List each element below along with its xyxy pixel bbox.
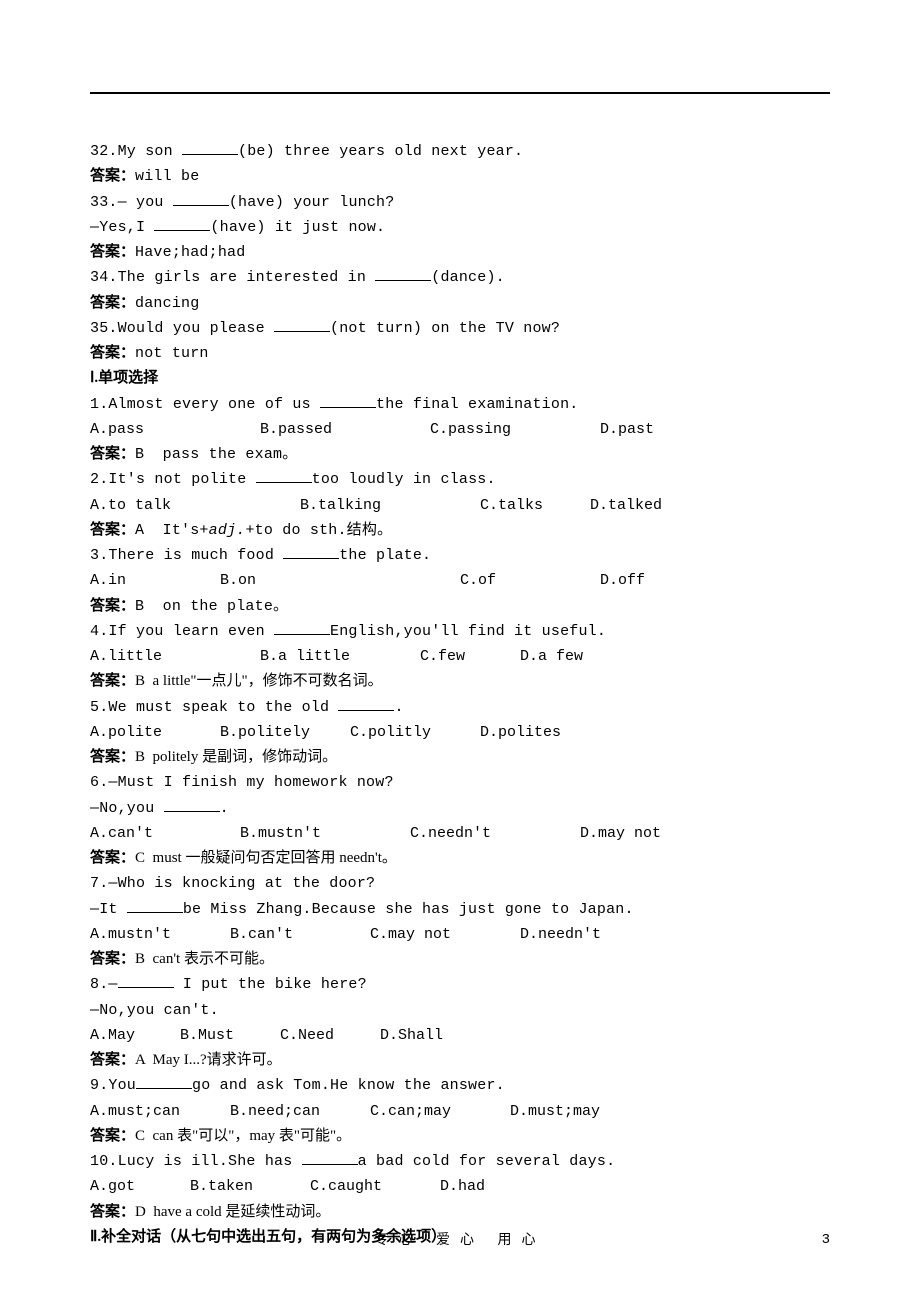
mc1-q: 1.Almost every one of us the final exami… bbox=[90, 393, 830, 416]
mc10-q: 10.Lucy is ill.She has a bad cold for se… bbox=[90, 1150, 830, 1173]
mc6-answer: 答案：C must 一般疑问句否定回答用 needn't。 bbox=[90, 847, 830, 870]
mc8-q2: —No,you can't. bbox=[90, 999, 830, 1022]
mc10-options: A.got B.taken C.caught D.had bbox=[90, 1175, 830, 1198]
q34-answer: 答案：dancing bbox=[90, 292, 830, 315]
mc3-options: A.in B.on C.of D.off bbox=[90, 569, 830, 592]
mc6-options: A.can't B.mustn't C.needn't D.may not bbox=[90, 822, 830, 845]
page-number: 3 bbox=[822, 1230, 830, 1252]
q34-text: 34.The girls are interested in (dance). bbox=[90, 266, 830, 289]
mc9-answer: 答案：C can 表"可以"，may 表"可能"。 bbox=[90, 1125, 830, 1148]
mc7-q2: —It be Miss Zhang.Because she has just g… bbox=[90, 898, 830, 921]
mc8-options: A.May B.Must C.Need D.Shall bbox=[90, 1024, 830, 1047]
top-rule bbox=[90, 92, 830, 94]
mc1-answer: 答案：B pass the exam。 bbox=[90, 443, 830, 466]
mc3-q: 3.There is much food the plate. bbox=[90, 544, 830, 567]
mc5-q: 5.We must speak to the old . bbox=[90, 696, 830, 719]
mc8-q1: 8.— I put the bike here? bbox=[90, 973, 830, 996]
footer: 专心 爱心 用心 bbox=[0, 1230, 920, 1252]
mc5-answer: 答案：B politely 是副词，修饰动词。 bbox=[90, 746, 830, 769]
content: 32.My son (be) three years old next year… bbox=[90, 140, 830, 1249]
q33-text-2: —Yes,I (have) it just now. bbox=[90, 216, 830, 239]
mc2-q: 2.It's not polite too loudly in class. bbox=[90, 468, 830, 491]
mc4-answer: 答案：B a little"一点儿"，修饰不可数名词。 bbox=[90, 670, 830, 693]
mc4-q: 4.If you learn even English,you'll find … bbox=[90, 620, 830, 643]
q35-text: 35.Would you please (not turn) on the TV… bbox=[90, 317, 830, 340]
mc5-options: A.polite B.politely C.politly D.polites bbox=[90, 721, 830, 744]
mc6-q1: 6.—Must I finish my homework now? bbox=[90, 771, 830, 794]
mc10-answer: 答案：D have a cold 是延续性动词。 bbox=[90, 1201, 830, 1224]
mc3-answer: 答案：B on the plate。 bbox=[90, 595, 830, 618]
mc7-q1: 7.—Who is knocking at the door? bbox=[90, 872, 830, 895]
section-1-heading: Ⅰ.单项选择 bbox=[90, 367, 830, 390]
mc6-q2: —No,you . bbox=[90, 797, 830, 820]
page: 32.My son (be) three years old next year… bbox=[0, 0, 920, 1302]
mc8-answer: 答案：A May I...?请求许可。 bbox=[90, 1049, 830, 1072]
q32-answer: 答案：will be bbox=[90, 165, 830, 188]
mc7-options: A.mustn't B.can't C.may not D.needn't bbox=[90, 923, 830, 946]
mc4-options: A.little B.a little C.few D.a few bbox=[90, 645, 830, 668]
mc9-q: 9.Yougo and ask Tom.He know the answer. bbox=[90, 1074, 830, 1097]
mc2-answer: 答案：A It's+adj.+to do sth.结构。 bbox=[90, 519, 830, 542]
q35-answer: 答案：not turn bbox=[90, 342, 830, 365]
mc1-options: A.pass B.passed C.passing D.past bbox=[90, 418, 830, 441]
mc2-options: A.to talk B.talking C.talks D.talked bbox=[90, 494, 830, 517]
q33-text-1: 33.— you (have) your lunch? bbox=[90, 191, 830, 214]
mc7-answer: 答案：B can't 表示不可能。 bbox=[90, 948, 830, 971]
q33-answer: 答案：Have;had;had bbox=[90, 241, 830, 264]
footer-text: 专心 爱心 用心 bbox=[375, 1233, 546, 1248]
mc9-options: A.must;can B.need;can C.can;may D.must;m… bbox=[90, 1100, 830, 1123]
q32-text: 32.My son (be) three years old next year… bbox=[90, 140, 830, 163]
